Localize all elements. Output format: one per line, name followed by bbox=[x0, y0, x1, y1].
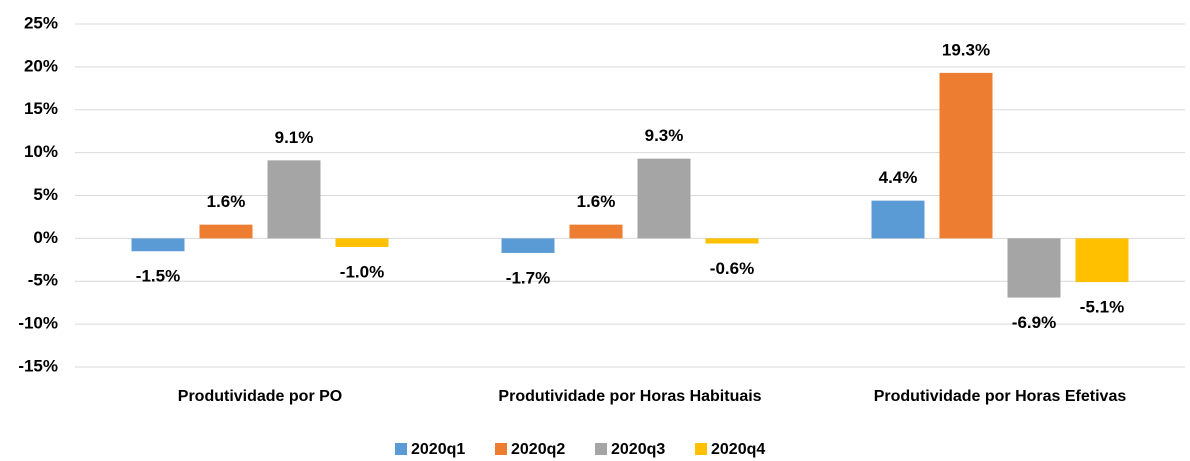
y-tick-label: -10% bbox=[18, 314, 58, 333]
x-tick-label: Produtividade por Horas Efetivas bbox=[874, 388, 1127, 405]
bar bbox=[1007, 238, 1061, 298]
value-label: -5.1% bbox=[1080, 298, 1124, 317]
bar bbox=[871, 200, 925, 239]
y-tick-label: 15% bbox=[24, 99, 58, 118]
legend-swatch bbox=[495, 443, 507, 455]
y-tick-label: 0% bbox=[33, 228, 58, 247]
value-label: -1.5% bbox=[136, 267, 180, 286]
legend-label: 2020q3 bbox=[611, 441, 665, 458]
value-label: -1.7% bbox=[506, 268, 550, 287]
y-tick-label: 20% bbox=[24, 56, 58, 75]
x-tick-label: Produtividade por PO bbox=[178, 388, 342, 405]
value-label: 9.3% bbox=[645, 126, 684, 145]
value-label: 1.6% bbox=[207, 192, 246, 211]
legend-swatch bbox=[395, 443, 407, 455]
legend-label: 2020q1 bbox=[411, 441, 465, 458]
bar bbox=[335, 238, 389, 247]
x-tick-label: Produtividade por Horas Habituais bbox=[498, 388, 761, 405]
bar bbox=[267, 160, 321, 239]
value-label: 1.6% bbox=[577, 192, 616, 211]
y-tick-label: 25% bbox=[24, 13, 58, 32]
legend-label: 2020q2 bbox=[511, 441, 565, 458]
y-tick-label: 5% bbox=[33, 185, 58, 204]
value-label: 9.1% bbox=[275, 128, 314, 147]
legend-swatch bbox=[595, 443, 607, 455]
bar bbox=[705, 238, 759, 244]
y-tick-label: -5% bbox=[28, 271, 58, 290]
legend-swatch bbox=[695, 443, 707, 455]
legend-label: 2020q4 bbox=[711, 441, 765, 458]
value-label: -6.9% bbox=[1012, 313, 1056, 332]
bar bbox=[131, 238, 185, 252]
value-label: -1.0% bbox=[340, 262, 384, 281]
bar bbox=[1075, 238, 1129, 283]
bar bbox=[939, 72, 993, 239]
bar bbox=[199, 224, 253, 239]
bar bbox=[637, 158, 691, 239]
y-tick-label: 10% bbox=[24, 142, 58, 161]
bar bbox=[569, 224, 623, 239]
value-label: 4.4% bbox=[879, 168, 918, 187]
value-label: 19.3% bbox=[942, 40, 990, 59]
value-label: -0.6% bbox=[710, 259, 754, 278]
y-tick-label: -15% bbox=[18, 356, 58, 375]
bar bbox=[501, 238, 555, 253]
